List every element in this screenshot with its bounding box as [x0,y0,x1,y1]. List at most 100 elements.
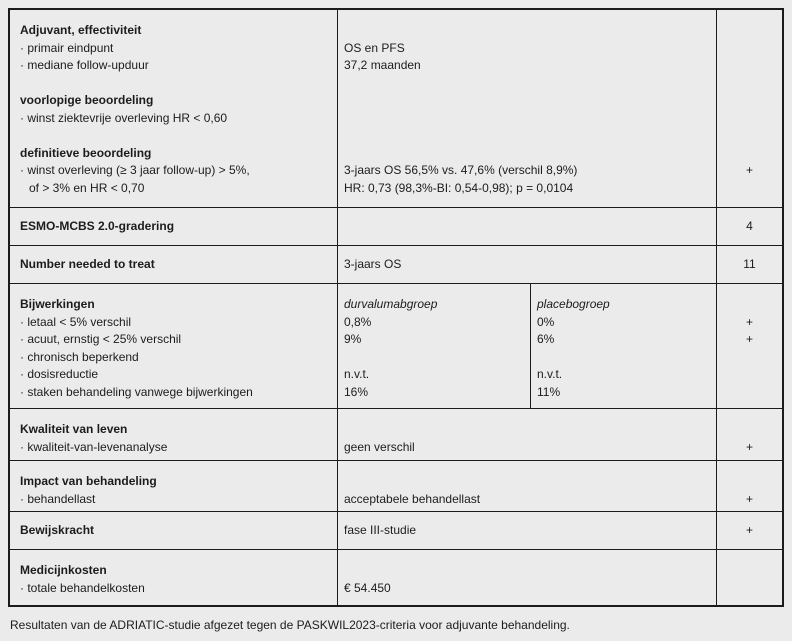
row-kwaliteit-van-leven: Kwaliteit van leven · kwaliteit-van-leve… [10,408,782,460]
score-cell: + [716,512,782,549]
criteria-line: · totale behandelkosten [20,580,145,595]
value-cell [337,208,716,245]
criteria-cell: Bewijskracht [10,512,337,549]
row-impact-van-behandeling: Impact van behandeling · behandellast ac… [10,460,782,511]
value-spacer [344,22,708,40]
score-value: + [745,332,753,346]
value-line: 16% [344,384,369,399]
group-header: placebogroep [537,297,610,311]
value-spacer [344,75,708,93]
value-line: 3-jaars OS [344,256,402,271]
value-line: 0% [537,314,555,329]
criteria-heading: Bijwerkingen [20,297,95,311]
score-value [719,562,780,580]
value-spacer [344,421,708,439]
criteria-line: · behandellast [20,491,96,506]
criteria-line: · chronisch beperkend [20,349,139,364]
value-line: n.v.t. [537,367,563,381]
criteria-cell: Kwaliteit van leven · kwaliteit-van-leve… [10,409,337,460]
table-caption: Resultaten van de ADRIATIC-studie afgeze… [10,618,570,632]
criteria-heading: Bewijskracht [20,522,95,537]
row-bewijskracht: Bewijskracht fase III-studie + [10,511,782,549]
criteria-line: · dosisreductie [20,367,99,381]
row-esmo-mcbs: ESMO-MCBS 2.0-gradering 4 [10,207,782,245]
criteria-line: · winst ziektevrije overleving HR < 0,60 [20,110,228,125]
score-value: 11 [743,256,756,271]
score-value: 4 [746,218,753,233]
score-value: + [745,439,753,454]
value-spacer [344,473,708,491]
value-cell: fase III-studie [337,512,716,549]
value-line: 11% [537,384,561,399]
value-spacer [537,349,708,367]
value-cell: OS en PFS 37,2 maanden 3-jaars OS 56,5% … [337,10,716,207]
score-cell: 4 [716,208,782,245]
row-medicijnkosten: Medicijnkosten · totale behandelkosten €… [10,549,782,605]
criteria-line: · mediane follow-upduur [20,58,149,72]
criteria-heading: Medicijnkosten [20,563,107,577]
criteria-heading: Impact van behandeling [20,474,157,488]
criteria-line: · letaal < 5% verschil [20,314,132,329]
criteria-cell: Number needed to treat [10,246,337,283]
row-effectiviteit: Adjuvant, effectiviteit · primair eindpu… [10,10,782,207]
criteria-cell: Impact van behandeling · behandellast [10,461,337,511]
value-spacer [344,110,708,128]
score-value: + [745,163,753,177]
score-value: + [745,491,753,506]
criteria-subheading: definitieve beoordeling [20,145,152,160]
criteria-spacer [20,75,329,93]
paskwil-table: Adjuvant, effectiviteit · primair eindpu… [8,8,784,607]
value-spacer [344,127,708,145]
row-bijwerkingen: Bijwerkingen · letaal < 5% verschil · ac… [10,283,782,408]
criteria-line: · winst overleving (≥ 3 jaar follow-up) … [20,163,250,177]
score-value: + [745,314,753,329]
value-line: HR: 0,73 (98,3%-BI: 0,54-0,98); p = 0,01… [344,180,574,195]
score-cell: + + [716,284,782,408]
value-line: 9% [344,332,362,346]
criteria-subheading: voorlopige beoordeling [20,93,154,107]
value-line: 0,8% [344,314,372,329]
criteria-spacer [20,127,329,145]
criteria-line: · staken behandeling vanwege bijwerkinge… [20,384,253,399]
value-line: 3-jaars OS 56,5% vs. 47,6% (verschil 8,9… [344,163,578,177]
value-line: 6% [537,332,555,346]
value-line: geen verschil [344,439,415,454]
value-spacer [344,92,708,110]
criteria-heading: Kwaliteit van leven [20,422,128,436]
score-cell: 11 [716,246,782,283]
group-header: durvalumabgroep [344,297,438,311]
value-line: OS en PFS [344,40,405,55]
durvalumab-group-cell: durvalumabgroep 0,8% 9% n.v.t. 16% [337,284,530,408]
criteria-heading: Adjuvant, effectiviteit [20,23,142,37]
value-spacer [344,562,708,580]
score-value: + [745,522,753,537]
value-spacer [344,349,522,367]
value-line: 37,2 maanden [344,58,421,72]
score-cell: + [716,461,782,511]
value-cell: € 54.450 [337,550,716,605]
criteria-line: · kwaliteit-van-levenanalyse [20,439,168,454]
value-cell: 3-jaars OS [337,246,716,283]
criteria-cell: Medicijnkosten · totale behandelkosten [10,550,337,605]
value-cell: geen verschil [337,409,716,460]
value-line: € 54.450 [344,580,391,595]
criteria-heading: ESMO-MCBS 2.0-gradering [20,218,175,233]
criteria-line: of > 3% en HR < 0,70 [29,180,145,195]
criteria-line: · acuut, ernstig < 25% verschil [20,332,182,346]
placebo-group-cell: placebogroep 0% 6% n.v.t. 11% [530,284,716,408]
score-cell [716,550,782,605]
value-cell: acceptabele behandellast [337,461,716,511]
score-cell: + [716,409,782,460]
score-cell: + [716,10,782,207]
criteria-cell: Bijwerkingen · letaal < 5% verschil · ac… [10,284,337,408]
criteria-line: · primair eindpunt [20,40,114,55]
value-spacer [344,145,708,163]
value-line: n.v.t. [344,367,370,381]
value-line: fase III-studie [344,522,417,537]
criteria-heading: Number needed to treat [20,256,155,271]
criteria-cell: Adjuvant, effectiviteit · primair eindpu… [10,10,337,207]
value-line: acceptabele behandellast [344,491,481,506]
criteria-cell: ESMO-MCBS 2.0-gradering [10,208,337,245]
row-number-needed-to-treat: Number needed to treat 3-jaars OS 11 [10,245,782,283]
